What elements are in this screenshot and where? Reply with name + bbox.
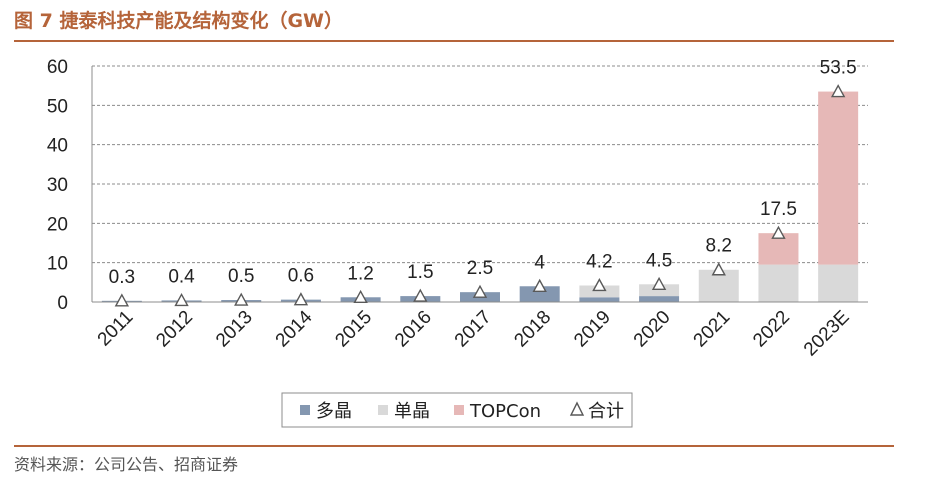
x-tick-label: 2013 [212, 307, 257, 352]
y-tick-label: 10 [47, 254, 68, 275]
grid [92, 65, 868, 264]
total-marker [234, 292, 249, 306]
x-tick-label: 2015 [331, 307, 376, 352]
x-tick-label: 2017 [451, 307, 496, 352]
legend-swatch [378, 405, 388, 415]
legend: 多晶 单晶 TOPCon 合计 [281, 392, 633, 428]
x-tick-label: 2016 [391, 307, 436, 352]
x-tick-label: 2020 [630, 307, 675, 352]
total-marker [771, 225, 786, 239]
source-note: 资料来源：公司公告、招商证券 [14, 455, 239, 474]
total-data-label: 0.5 [228, 266, 254, 287]
x-tick-label: 2021 [690, 307, 735, 352]
legend-label: TOPCon [469, 401, 541, 422]
total-data-label: 4 [534, 252, 545, 273]
bar-danjing [758, 264, 799, 302]
total-marker [413, 288, 428, 302]
y-tick-label: 60 [47, 57, 68, 78]
total-marker [651, 276, 667, 290]
total-data-label: 0.4 [168, 266, 195, 287]
figure-title: 图 7 捷泰科技产能及结构变化（GW） [14, 10, 344, 32]
total-data-label: 0.3 [109, 267, 135, 288]
y-tick-label: 0 [57, 293, 68, 314]
total-data-label: 1.5 [407, 262, 433, 283]
x-tick-label: 2019 [570, 307, 615, 352]
total-data-label: 4.5 [646, 250, 672, 271]
total-data-label: 53.5 [820, 58, 857, 79]
bar-duojing [519, 286, 560, 302]
total-marker [592, 278, 607, 292]
x-tick-label: 2012 [152, 307, 197, 352]
total-marker [293, 292, 309, 306]
legend-label: 合计 [588, 401, 624, 422]
bar-danjing [639, 284, 680, 297]
total-data-label: 1.2 [347, 263, 373, 284]
axes: 0 10 20 30 40 50 60 2011 2012 2013 2014 2015 2016 201… [47, 57, 868, 360]
legend-swatch [454, 405, 464, 415]
total-marker [353, 289, 368, 303]
bar-topcon [818, 91, 859, 265]
bar-duojing [639, 296, 680, 302]
x-tick-label: 2011 [94, 307, 138, 351]
legend-triangle-icon [569, 401, 585, 416]
title-divider [14, 40, 894, 42]
total-marker [472, 284, 488, 298]
x-tick-label: 2018 [510, 307, 555, 352]
total-marker [174, 292, 189, 307]
y-tick-label: 30 [47, 175, 68, 196]
legend-label: 多晶 [316, 401, 352, 422]
total-data-label: 8.2 [706, 236, 732, 257]
legend-swatch [300, 405, 310, 415]
x-tick-label: 2023E [800, 307, 854, 361]
bar-duojing [579, 297, 620, 302]
bar-danjing [579, 285, 620, 298]
total-marker [532, 278, 547, 292]
total-marker [711, 262, 726, 276]
footer-divider [14, 445, 894, 447]
x-tick-label: 2014 [272, 306, 317, 351]
total-data-label: 4.2 [586, 251, 612, 272]
total-marker [830, 84, 846, 98]
x-tick-label: 2022 [749, 307, 794, 352]
total-data-label: 0.6 [288, 266, 314, 287]
data-labels: 0.3 0.4 0.5 0.6 1.2 1.5 2.5 4 4.2 4.5 8.2 17.5 53.5 [109, 58, 857, 307]
legend-label: 单晶 [394, 401, 430, 422]
y-tick-label: 20 [47, 214, 68, 235]
bar-danjing [818, 264, 859, 302]
total-marker [114, 293, 130, 307]
y-tick-label: 40 [47, 136, 68, 157]
total-data-label: 2.5 [467, 258, 493, 279]
total-data-label: 17.5 [760, 199, 797, 220]
y-tick-label: 50 [47, 96, 68, 117]
